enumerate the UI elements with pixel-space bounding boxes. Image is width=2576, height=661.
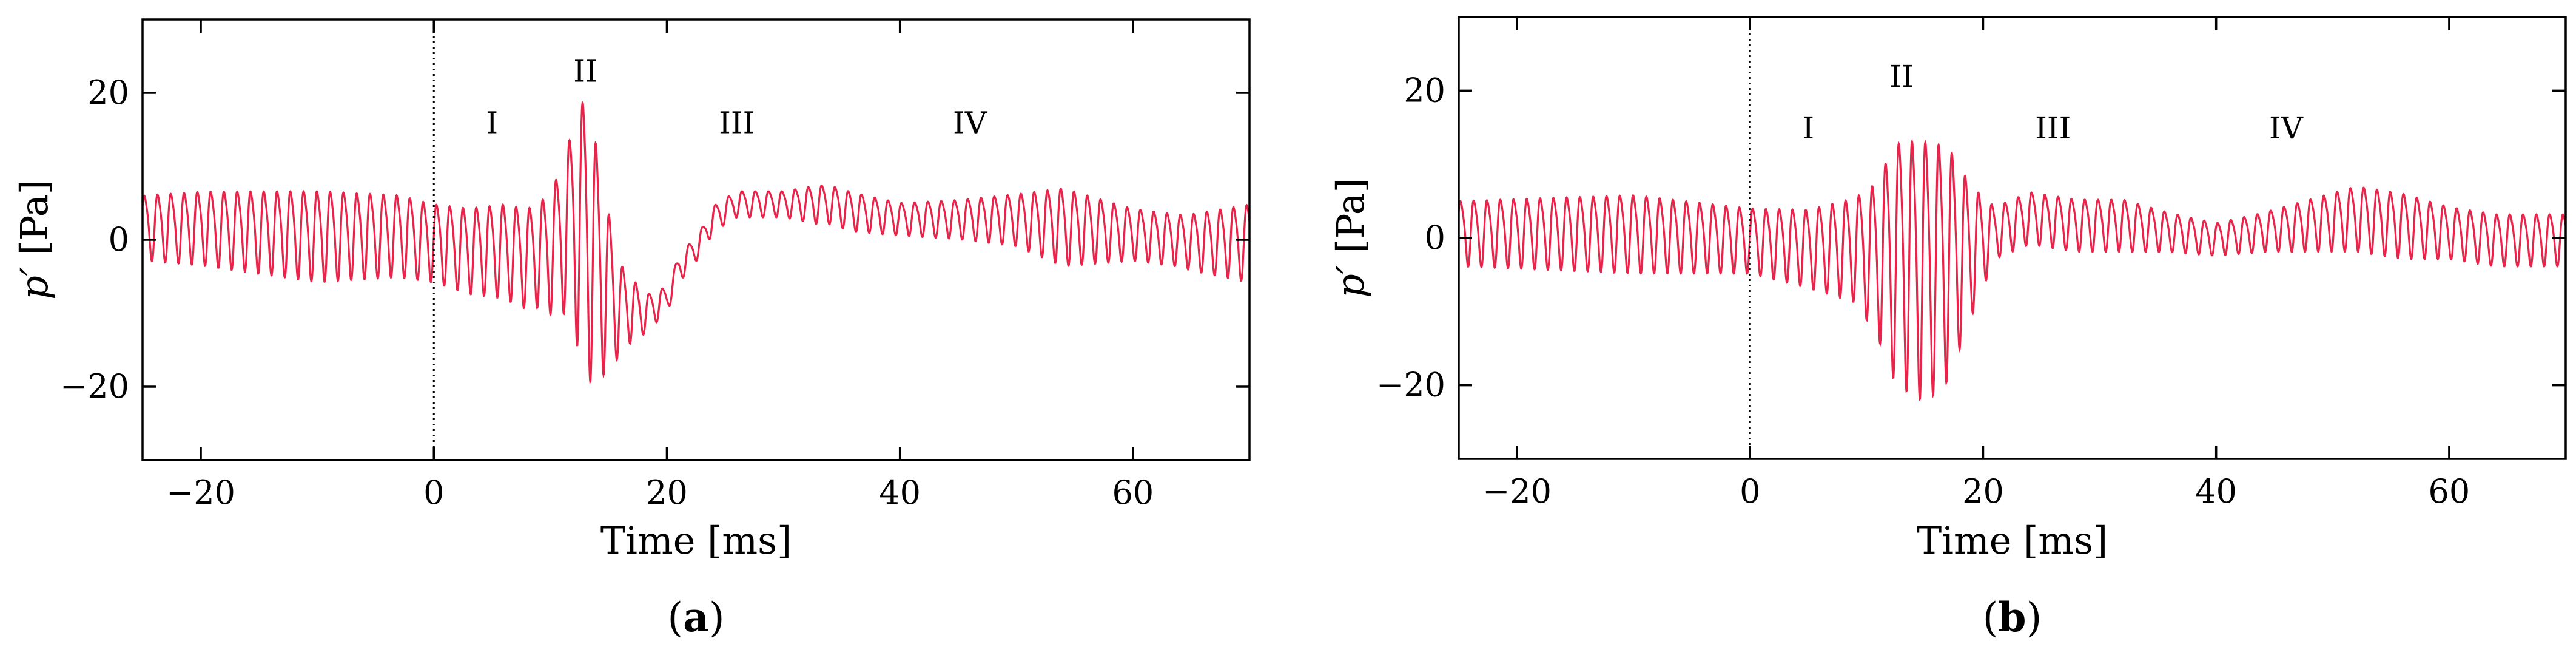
y-axis-label: p′ [Pa]	[1328, 178, 1373, 298]
x-tick-label: 60	[1112, 473, 1154, 512]
x-tick-label: 0	[423, 473, 444, 512]
region-label: III	[2035, 110, 2071, 146]
x-tick-label: 20	[646, 473, 688, 512]
pressure-series-line	[1459, 138, 2566, 402]
y-tick-label: 20	[87, 73, 129, 112]
region-label: II	[573, 54, 597, 89]
x-axis-label: Time [ms]	[600, 518, 792, 563]
region-label: IV	[953, 105, 987, 140]
x-tick-label: 40	[2195, 472, 2237, 510]
region-label: I	[1802, 110, 1814, 146]
region-label: IV	[2269, 110, 2304, 146]
y-tick-label: 0	[1425, 219, 1445, 257]
y-tick-label: 20	[1404, 71, 1445, 109]
x-axis-label: Time [ms]	[1917, 518, 2108, 563]
y-tick-label: 0	[109, 220, 129, 259]
region-label: II	[1889, 59, 1914, 94]
panel-label: (b)	[1983, 594, 2042, 641]
y-axis-label: p′ [Pa]	[12, 180, 56, 300]
x-tick-label: −20	[166, 473, 235, 512]
x-tick-label: 40	[879, 473, 921, 512]
x-tick-label: 20	[1962, 472, 2004, 510]
x-tick-label: −20	[1482, 472, 1552, 510]
region-label: I	[486, 105, 498, 140]
y-tick-label: −20	[1376, 366, 1445, 404]
panel-label: (a)	[667, 594, 724, 641]
x-tick-label: 60	[2429, 472, 2470, 510]
x-tick-label: 0	[1740, 472, 1760, 510]
y-tick-label: −20	[60, 367, 129, 405]
pressure-series-line	[143, 100, 1249, 385]
region-label: III	[719, 105, 755, 140]
